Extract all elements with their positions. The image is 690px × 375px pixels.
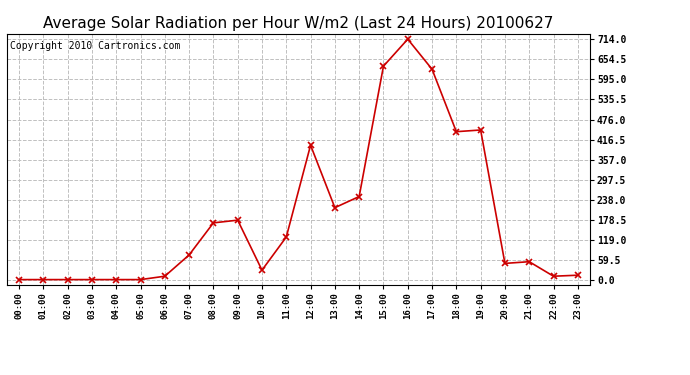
- Title: Average Solar Radiation per Hour W/m2 (Last 24 Hours) 20100627: Average Solar Radiation per Hour W/m2 (L…: [43, 16, 553, 31]
- Text: Copyright 2010 Cartronics.com: Copyright 2010 Cartronics.com: [10, 41, 180, 51]
